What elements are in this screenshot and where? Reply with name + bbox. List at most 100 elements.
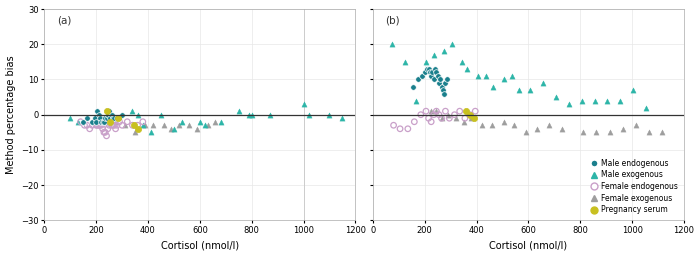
Point: [111, 123, 122, 127]
Point: [438, 91, 449, 95]
Point: [108, 116, 120, 120]
Point: [427, 70, 438, 74]
Point: [508, 123, 519, 127]
Point: [543, 123, 554, 127]
Point: [99, 130, 111, 134]
Point: [155, 113, 167, 117]
Point: [590, 130, 601, 134]
Point: [410, 99, 421, 103]
Point: [90, 120, 101, 124]
Point: [106, 113, 118, 117]
Text: (a): (a): [57, 15, 71, 25]
Point: [246, 113, 258, 117]
Point: [480, 74, 491, 78]
Point: [96, 120, 107, 124]
Point: [107, 116, 118, 120]
Point: [436, 84, 447, 89]
Point: [657, 130, 668, 134]
Point: [108, 116, 120, 120]
Point: [415, 113, 426, 117]
Point: [395, 127, 406, 131]
Point: [412, 77, 423, 81]
Point: [168, 127, 179, 131]
Point: [419, 70, 430, 74]
Point: [433, 113, 444, 117]
Point: [436, 116, 447, 120]
Point: [92, 116, 103, 120]
Point: [643, 130, 655, 134]
Point: [137, 123, 148, 127]
Point: [407, 84, 419, 89]
Point: [89, 116, 100, 120]
Point: [94, 116, 106, 120]
Point: [244, 113, 255, 117]
Point: [107, 123, 118, 127]
Point: [424, 70, 435, 74]
Point: [450, 116, 461, 120]
Point: [430, 70, 442, 74]
Point: [148, 123, 159, 127]
Point: [98, 120, 109, 124]
Point: [113, 116, 124, 120]
Point: [402, 127, 414, 131]
Point: [81, 116, 92, 120]
Point: [96, 123, 107, 127]
Point: [202, 123, 214, 127]
Point: [303, 113, 314, 117]
Point: [421, 109, 432, 113]
Point: [421, 60, 432, 64]
Point: [615, 99, 626, 103]
Point: [98, 130, 109, 134]
Point: [524, 88, 536, 92]
Point: [441, 77, 452, 81]
Point: [486, 123, 498, 127]
Point: [111, 116, 122, 120]
Point: [576, 99, 587, 103]
Point: [110, 127, 121, 131]
Point: [444, 116, 455, 120]
Point: [158, 123, 169, 127]
Point: [122, 120, 133, 124]
Point: [101, 109, 112, 113]
Point: [447, 42, 458, 46]
Point: [145, 130, 156, 134]
Point: [461, 109, 472, 113]
Point: [428, 113, 440, 117]
Point: [578, 130, 589, 134]
Point: [436, 116, 447, 120]
Point: [388, 123, 399, 127]
Point: [430, 109, 442, 113]
Point: [132, 113, 144, 117]
Point: [110, 120, 121, 124]
Point: [199, 123, 211, 127]
Point: [97, 120, 108, 124]
Point: [605, 130, 616, 134]
Point: [101, 116, 112, 120]
Point: [105, 120, 116, 124]
Point: [87, 120, 98, 124]
Point: [127, 123, 138, 127]
Point: [589, 99, 600, 103]
Point: [426, 120, 437, 124]
Point: [488, 84, 499, 89]
Point: [215, 120, 226, 124]
Point: [108, 123, 120, 127]
X-axis label: Cortisol (nmol/l): Cortisol (nmol/l): [161, 240, 239, 250]
Point: [130, 130, 141, 134]
Point: [468, 116, 480, 120]
Point: [563, 102, 574, 106]
Point: [119, 123, 130, 127]
Point: [324, 113, 335, 117]
Point: [89, 120, 100, 124]
Point: [127, 109, 138, 113]
Point: [498, 120, 510, 124]
Point: [449, 113, 460, 117]
Point: [430, 67, 441, 71]
Point: [72, 120, 83, 124]
Point: [233, 109, 244, 113]
Point: [423, 116, 434, 120]
Point: [514, 88, 525, 92]
Point: [440, 81, 451, 85]
Point: [556, 127, 568, 131]
Point: [116, 113, 127, 117]
